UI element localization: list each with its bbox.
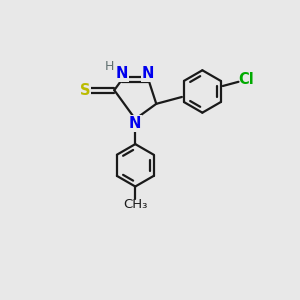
Text: CH₃: CH₃	[123, 198, 148, 211]
Text: N: N	[116, 66, 128, 81]
Text: N: N	[142, 66, 154, 81]
Text: N: N	[129, 116, 142, 131]
Text: Cl: Cl	[238, 72, 254, 87]
Text: S: S	[80, 83, 91, 98]
Text: H: H	[105, 60, 115, 73]
